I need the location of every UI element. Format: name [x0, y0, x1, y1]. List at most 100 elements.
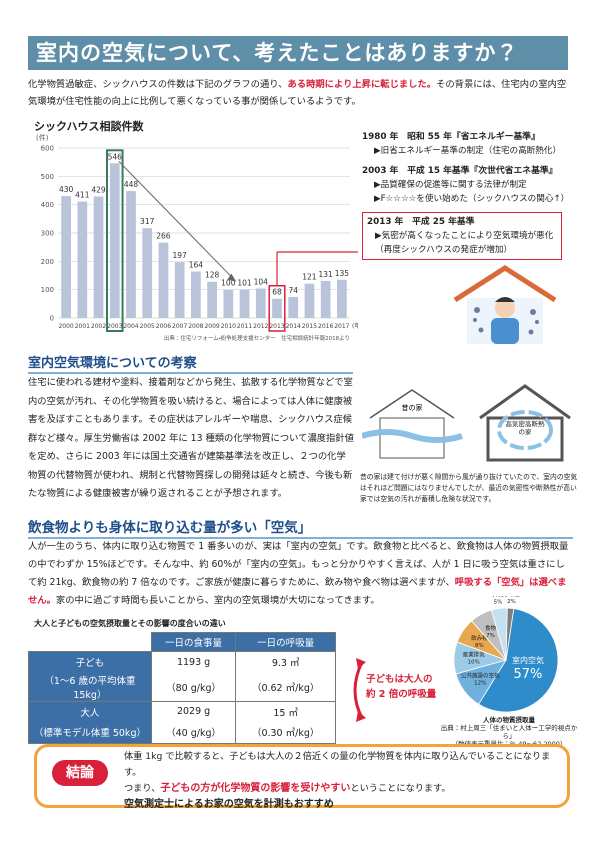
old-house-label: 昔の家: [402, 403, 423, 412]
value-label: 74: [288, 286, 298, 295]
bar: [158, 242, 169, 318]
value-label: 68: [272, 288, 282, 297]
x-tick-label: 2010: [221, 323, 236, 330]
table-header: 一日の食事量 一日の呼吸量: [29, 632, 336, 652]
bar: [223, 289, 234, 318]
old-house-roof: [369, 389, 455, 419]
pie-value-label: 12%: [474, 680, 486, 686]
conclusion-label: 結論: [52, 760, 108, 786]
person-hair: [495, 297, 515, 302]
value-label: 430: [59, 185, 74, 194]
pie-source: 出典：村上周三「住まいと人体ー工学的視点から」: [440, 724, 578, 740]
value-label: 317: [140, 217, 155, 226]
circulating-air: [497, 410, 553, 450]
value-label: 131: [319, 270, 334, 279]
value-label: 128: [205, 271, 220, 280]
note-line: 子どもは大人の: [366, 674, 433, 685]
cell: （80 g/kg）: [150, 672, 237, 702]
timeline-item: ▶F☆☆☆☆を使い始めた（シックハウスの関心↑）: [374, 194, 570, 204]
bar: [191, 271, 201, 318]
bar: [304, 283, 315, 318]
wind-flow: [362, 429, 463, 443]
x-tick-label: 2002: [91, 323, 106, 330]
timeline-heading: 2013 年 平成 25 年基準: [367, 217, 475, 227]
section-body: 人が一生のうち、体内に取り込む物質で 1 番多いのが、実は「室内の空気」です。飲…: [28, 538, 573, 610]
intro-emphasis: ある時期により上昇に転じました。: [287, 79, 437, 90]
roof: [453, 265, 557, 303]
bar: [207, 281, 217, 318]
x-tick-label: 2005: [140, 323, 155, 330]
new-house-label: 高気密高断熱の家: [505, 420, 545, 436]
pie-label: 外気: [492, 596, 504, 599]
x-tick-label: 2012: [253, 323, 268, 330]
x-tick-label: 2001: [75, 323, 90, 330]
table-row: （1〜6 歳の平均体重 15kg） （80 g/kg） （0.62 ㎥/kg）: [28, 672, 336, 702]
pie-title: 人体の物質摂取量: [483, 716, 535, 724]
value-label: 100: [221, 279, 236, 288]
arrow: [353, 661, 364, 719]
pie-value-label: 5%: [494, 600, 503, 606]
timeline-item: （再度シックハウスの発症が増加）: [375, 245, 513, 255]
y-tick-label: 400: [41, 201, 54, 209]
row-label: 子ども: [28, 651, 152, 673]
trend-arrow: [118, 160, 233, 279]
header-cell: 一日の呼吸量: [235, 632, 336, 652]
value-label: 135: [335, 269, 350, 278]
value-label: 266: [156, 232, 171, 241]
pie-label: 公共施設の空気: [461, 671, 500, 679]
timeline-entry: 1980 年 昭和 55 年『省エネルギー基準』 ▶旧省エネルギー基準の制定（住宅…: [362, 130, 577, 158]
pie-label: 産業排気: [463, 651, 486, 659]
value-label: 197: [173, 251, 188, 260]
pie-value-label: 7%: [486, 633, 495, 639]
conclusion-line: つまり、子どもの方が化学物質の影響を受けやすいということになります。: [124, 781, 564, 797]
pie-slice: [505, 607, 515, 661]
bar: [272, 298, 282, 318]
sick-house-illustration: [453, 265, 557, 344]
x-tick-label: 2009: [204, 323, 219, 330]
y-tick-label: 200: [41, 258, 54, 266]
value-label: 411: [75, 191, 90, 200]
diagram-caption: 昔の家は建て付けが悪く隙間から風が通り抜けていたので、室内の空気はそれほど問題に…: [360, 473, 578, 503]
x-tick-label: 2016: [318, 323, 333, 330]
intake-table: 一日の食事量 一日の呼吸量 子ども 1193 g 9.3 ㎥ （1〜6 歳の平均体重 …: [28, 632, 336, 744]
x-tick-label: 2013: [269, 323, 284, 330]
y-tick-label: 100: [41, 286, 54, 294]
pie-slice: [478, 608, 559, 713]
row-sublabel: （1〜6 歳の平均体重 15kg）: [28, 672, 152, 702]
x-tick-label: 2000: [58, 323, 73, 330]
source: 出典：住宅リフォーム・紛争処理支援センター 住宅相談統計年報2018より: [164, 334, 350, 342]
bar-chart: (件) 0 100 200 300 400 500 600 430 2000 411 2001 429 2…: [36, 133, 358, 342]
timeline-heading: 2003 年 平成 15 年基準『次世代省エネ基準』: [362, 166, 558, 176]
timeline-item: ▶品質確保の促進等に関する法律が制定: [374, 180, 527, 190]
table-row: 子ども 1193 g 9.3 ㎥: [28, 651, 336, 673]
cell: 15 ㎥: [235, 700, 336, 722]
y-tick-label: 500: [41, 173, 54, 181]
timeline-item: ▶気密が高くなったことにより空気環境が悪化: [375, 231, 554, 241]
bracket-arrow: [353, 658, 366, 722]
pie-value-label: 10%: [468, 660, 480, 666]
bar: [239, 289, 250, 318]
intro-text: 化学物質過敏症、シックハウスの件数は下記のグラフの通り、: [28, 79, 288, 90]
conclusion-line: 空気測定士によるお家の空気を計測もおすすめ: [124, 799, 334, 810]
timeline-entry: 2003 年 平成 15 年基準『次世代省エネ基準』 ▶品質確保の促進等に関する法…: [362, 164, 577, 206]
y-tick-label: 300: [41, 230, 54, 238]
x-unit: (年): [352, 322, 358, 330]
value-label: 101: [237, 278, 252, 287]
timeline-heading: 1980 年 昭和 55 年『省エネルギー基準』: [362, 132, 540, 142]
body-text: 家の中に過ごす時間も長いことから、室内の空気環境が大切になってきます。: [55, 595, 380, 606]
pie-label: 室内空気: [512, 655, 544, 665]
x-tick-label: 2017: [334, 323, 349, 330]
timeline-item: ▶旧省エネルギー基準の制定（住宅の高断熱化）: [374, 146, 562, 156]
conclusion-line: 体重 1kg で比較すると、子どもは大人の２倍近くの量の化学物質を体内に取り込ん…: [124, 751, 551, 778]
cell: 1193 g: [150, 651, 237, 673]
x-tick-label: 2015: [302, 323, 317, 330]
table-row: 大人 2029 g 15 ㎥: [28, 700, 336, 722]
bar: [320, 280, 331, 318]
cell: 2029 g: [150, 700, 237, 722]
x-tick-label: 2007: [172, 323, 187, 330]
note-line: 約 2 倍の呼吸量: [366, 689, 437, 700]
section-heading: 飲食物よりも身体に取り込む量が多い「空気」: [28, 516, 573, 539]
row-label: 大人: [28, 700, 152, 722]
conclusion-text: ということになります。: [350, 783, 451, 794]
